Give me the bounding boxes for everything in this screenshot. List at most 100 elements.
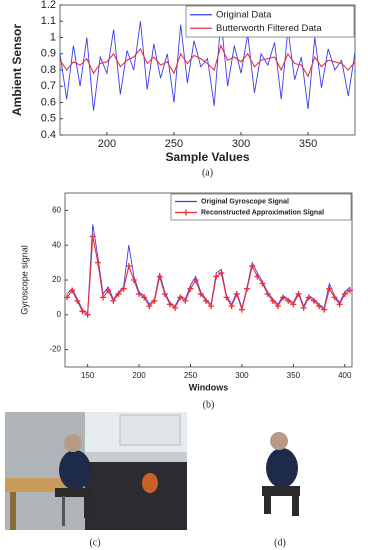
point-marker (177, 294, 184, 301)
x-tick-label: 400 (338, 371, 352, 380)
point-marker (187, 285, 194, 292)
point-marker (125, 263, 132, 270)
point-marker (161, 290, 168, 297)
point-marker (305, 294, 312, 301)
photo-silhouette (262, 432, 300, 516)
point-marker (192, 277, 199, 283)
y-tick-label: 0.7 (41, 80, 56, 92)
x-tick-label: 300 (235, 371, 249, 380)
x-axis-label: Sample Values (165, 150, 249, 164)
point-marker (120, 285, 127, 292)
point-marker (264, 290, 271, 297)
panel-caption: (c) (89, 537, 100, 548)
x-tick-label: 150 (81, 371, 95, 380)
legend-box (185, 5, 355, 38)
point-marker (300, 304, 307, 311)
y-tick-label: 1 (50, 31, 56, 43)
y-tick-label: 1.2 (41, 0, 56, 11)
point-marker (233, 290, 240, 297)
y-tick-label: -20 (49, 345, 61, 354)
point-marker (249, 263, 256, 270)
point-marker (228, 303, 235, 310)
point-marker (341, 290, 348, 297)
point-marker (254, 273, 261, 280)
x-tick-label: 350 (299, 138, 317, 150)
point-marker (316, 303, 323, 310)
point-marker (208, 303, 215, 310)
point-marker (321, 306, 328, 313)
x-tick-label: 250 (184, 371, 198, 380)
y-tick-label: 0.4 (41, 129, 56, 141)
legend-box (170, 193, 352, 221)
point-marker (146, 303, 153, 310)
point-marker (259, 280, 266, 287)
y-tick-label: 40 (52, 240, 61, 249)
y-tick-label: 20 (52, 275, 61, 284)
point-marker (136, 290, 143, 297)
x-axis-label: Windows (189, 382, 228, 392)
panel-caption: (b) (203, 399, 215, 410)
y-tick-label: 1.1 (41, 15, 56, 27)
data-line (66, 224, 351, 314)
point-marker (223, 294, 230, 301)
point-marker (280, 294, 287, 301)
point-marker (290, 301, 297, 308)
point-marker (295, 290, 302, 297)
point-marker (94, 259, 101, 266)
legend-label: Original Gyroscope Signal (201, 198, 289, 205)
x-tick-label: 200 (98, 138, 116, 150)
point-marker (130, 277, 137, 283)
point-marker (274, 303, 281, 310)
y-tick-label: 0.9 (41, 48, 56, 60)
point-marker (166, 301, 173, 308)
point-marker (69, 287, 76, 294)
x-tick-label: 200 (132, 371, 146, 380)
point-marker (79, 308, 86, 315)
point-marker (285, 297, 292, 304)
x-tick-label: 350 (287, 371, 301, 380)
point-marker (197, 290, 204, 297)
y-tick-label: 0.5 (41, 113, 56, 125)
point-marker (64, 294, 71, 301)
point-marker (202, 297, 209, 304)
point-marker (115, 290, 122, 297)
point-marker (182, 297, 189, 304)
point-marker (110, 297, 117, 304)
point-marker (244, 285, 251, 292)
y-tick-label: 0.8 (41, 64, 56, 76)
point-marker (238, 306, 245, 313)
x-tick-label: 300 (232, 138, 250, 150)
panel-caption: (d) (274, 537, 286, 548)
point-marker (105, 287, 112, 294)
y-tick-label: 0 (57, 310, 62, 319)
point-marker (74, 297, 81, 304)
point-marker (331, 294, 338, 301)
point-marker (336, 301, 343, 308)
legend-label: Reconstructed Approximation Signal (201, 209, 324, 216)
point-marker (89, 233, 96, 240)
point-marker (310, 297, 317, 304)
y-tick-label: 0.6 (41, 96, 56, 108)
point-marker (269, 297, 276, 304)
point-marker (141, 294, 148, 301)
y-tick-label: 60 (52, 206, 61, 215)
point-marker (213, 273, 220, 280)
y-axis-label: Ambient Sensor (10, 24, 24, 116)
panel-caption: (a) (202, 167, 213, 178)
legend-label: Original Data (216, 9, 272, 20)
legend-marker (183, 209, 189, 216)
y-axis-label: Gyroscope signal (19, 245, 29, 315)
point-marker (172, 304, 179, 311)
point-marker (218, 270, 225, 277)
point-marker (156, 273, 163, 280)
data-line (59, 44, 356, 78)
point-marker (326, 285, 333, 292)
data-line (66, 236, 351, 316)
point-marker (151, 297, 158, 304)
photo-kitchen (5, 412, 187, 530)
point-marker (84, 311, 91, 318)
point-marker (100, 294, 107, 301)
x-tick-label: 250 (165, 138, 183, 150)
point-marker (346, 287, 353, 294)
